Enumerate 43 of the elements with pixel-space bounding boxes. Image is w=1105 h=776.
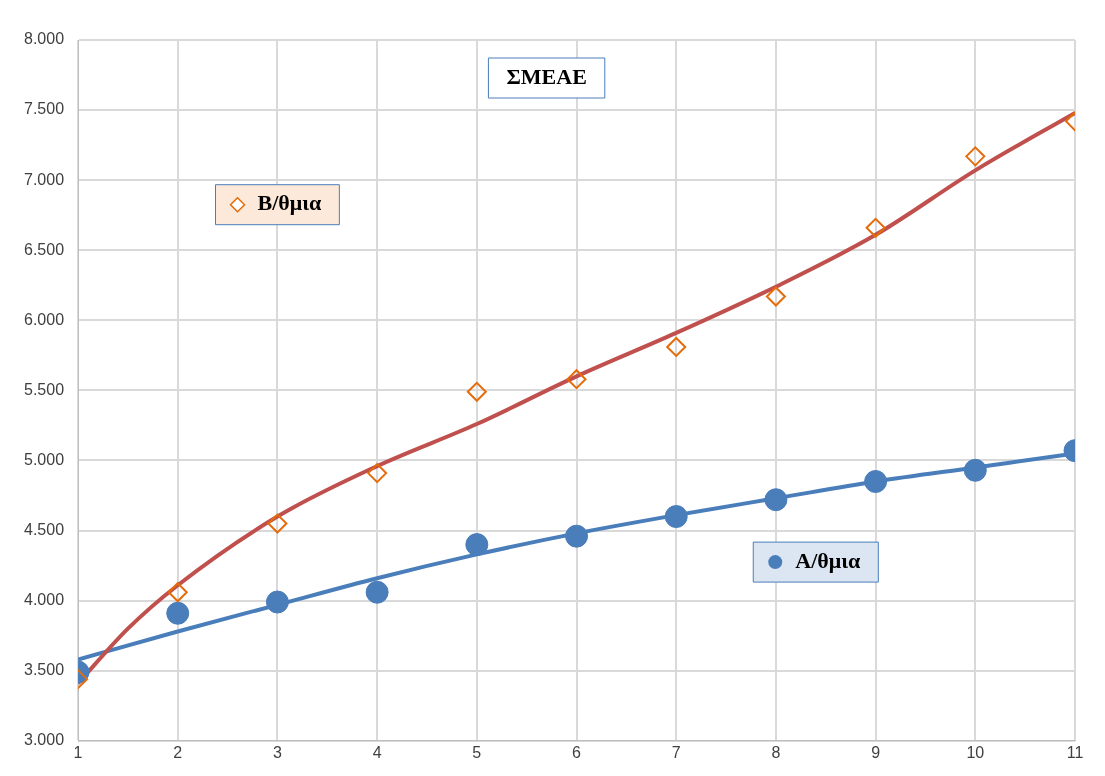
x-tick-label: 10 (966, 743, 985, 761)
y-tick-label: 5.500 (23, 380, 65, 398)
y-tick-label: 6.500 (23, 240, 65, 258)
y-tick-label: 7.500 (23, 100, 65, 118)
point (166, 601, 190, 625)
y-tick-label: 4.000 (23, 591, 65, 609)
x-tick-label: 11 (1066, 743, 1084, 761)
x-tick-label: 8 (771, 743, 781, 761)
point (963, 458, 987, 482)
x-tick-label: 5 (472, 743, 482, 761)
legend-label: Α/θμια (795, 547, 862, 573)
y-tick-label: 4.500 (23, 520, 65, 538)
point (864, 470, 888, 493)
point (465, 533, 489, 557)
point (365, 580, 389, 604)
point (965, 146, 986, 167)
point (167, 582, 188, 603)
x-tick-label: 1 (73, 743, 83, 761)
y-tick-label: 3.500 (23, 661, 65, 679)
point (265, 590, 289, 614)
point (664, 505, 688, 529)
point (765, 286, 786, 307)
point (367, 463, 388, 484)
point (566, 369, 587, 390)
y-tick-label: 6.000 (23, 310, 65, 328)
y-tick-label: 5.000 (23, 450, 65, 468)
y-tick-label: 7.000 (23, 170, 65, 188)
x-tick-label: 2 (173, 743, 183, 761)
y-tick-label: 8.000 (23, 30, 65, 48)
point (666, 336, 687, 357)
x-tick-label: 4 (372, 743, 382, 761)
y-tick-label: 3.000 (23, 731, 65, 749)
point (267, 513, 288, 534)
x-tick-label: 9 (871, 743, 881, 761)
x-tick-label: 3 (272, 743, 282, 761)
text: ΣΜΕΑΕ (506, 63, 587, 89)
point (865, 217, 886, 238)
legend-label: Β/θμια (257, 190, 323, 216)
x-tick-label: 6 (572, 743, 582, 761)
point (466, 381, 487, 402)
point (764, 488, 788, 512)
point (565, 524, 589, 548)
x-tick-label: 7 (671, 743, 681, 761)
